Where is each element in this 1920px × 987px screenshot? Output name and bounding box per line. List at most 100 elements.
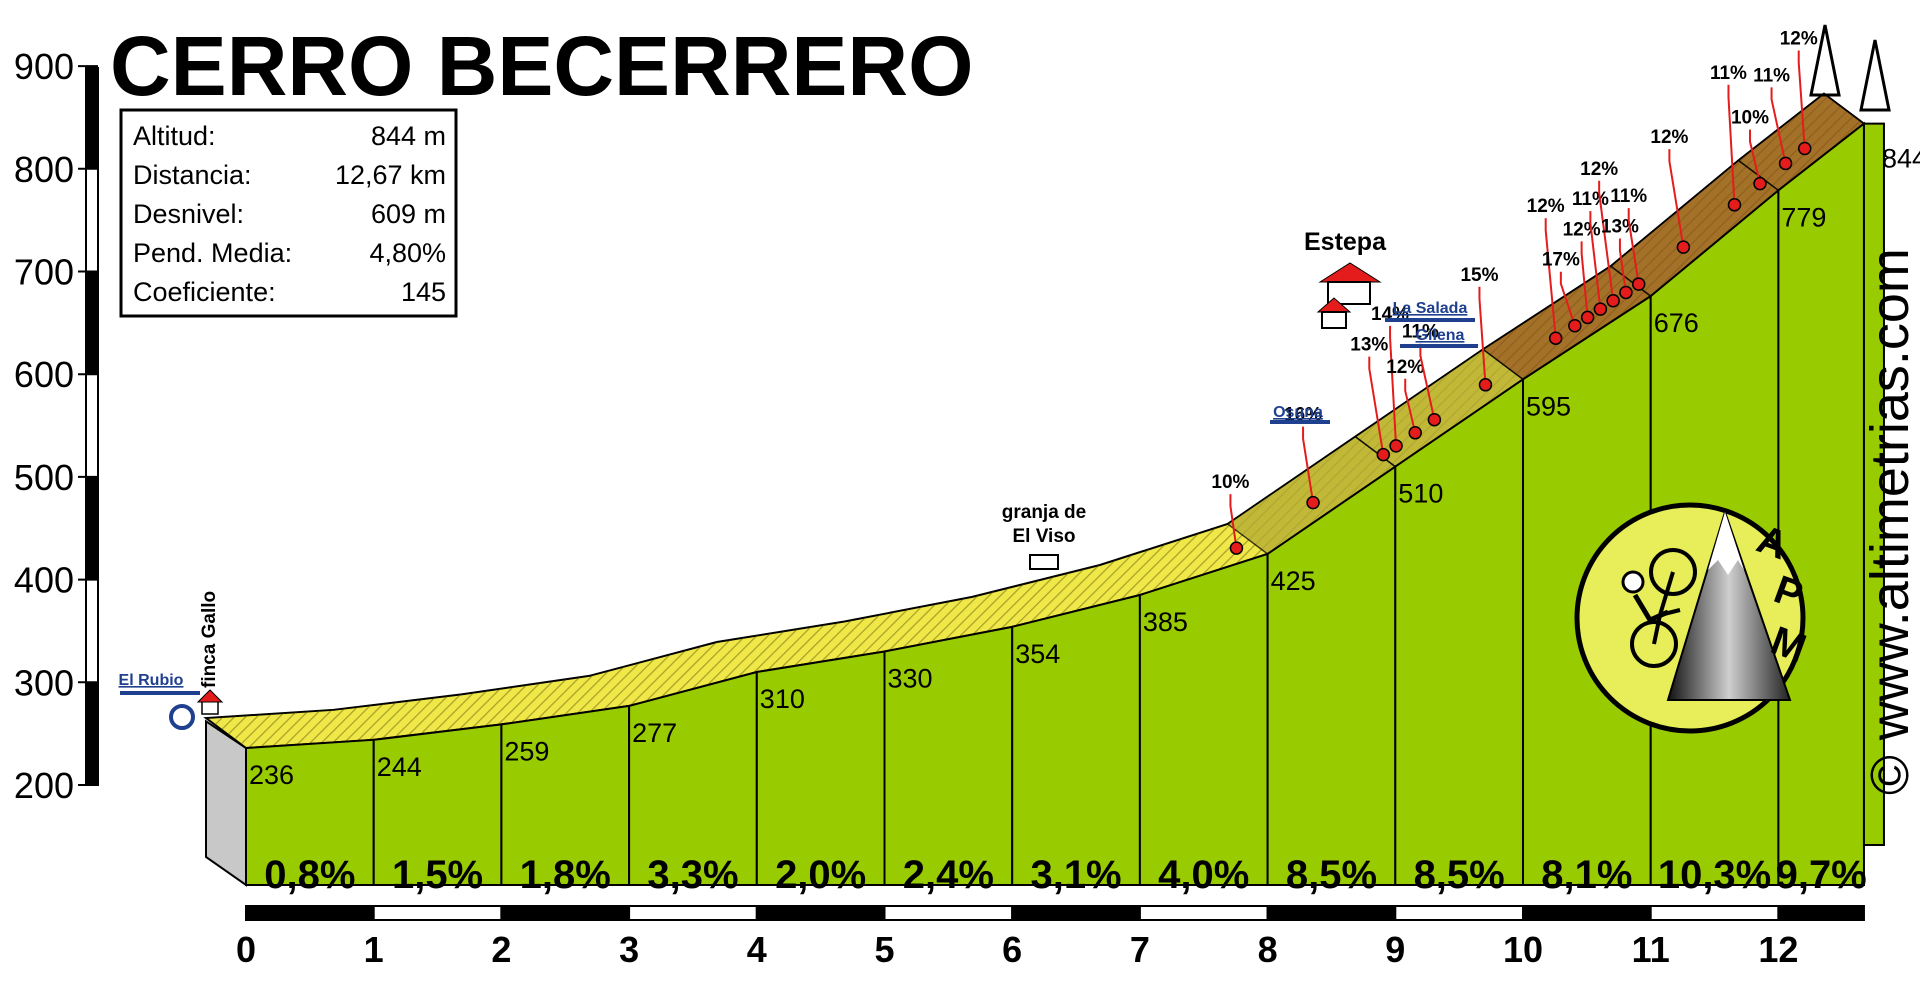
info-box: Altitud: 844 m Distancia: 12,67 km Desnivel:… — [119, 108, 458, 318]
ramp-dot — [1797, 141, 1812, 156]
y-axis: 200 300 400 500 600 700 800 900 — [14, 46, 99, 806]
elevation-label: 595 — [1526, 391, 1571, 421]
sign-la-salada: La Salada — [1393, 300, 1468, 317]
ramp-label: 10% — [1731, 108, 1769, 129]
x-axis-segment — [1011, 905, 1141, 921]
x-tick-label: 2 — [491, 929, 511, 970]
x-axis-segment — [372, 905, 503, 921]
x-tick-label: 9 — [1385, 929, 1405, 970]
ramp-callout-line — [1727, 84, 1736, 205]
ramp-callout-line — [1589, 211, 1602, 310]
y-tick-label: 700 — [14, 252, 74, 293]
info-value: 844 m — [371, 121, 446, 151]
profile-segment — [1394, 377, 1524, 886]
ramp-label: 12% — [1780, 28, 1818, 49]
gradient-label: 4,0% — [1158, 853, 1249, 897]
ramp-dot — [1631, 277, 1646, 291]
profile-segment — [1138, 552, 1269, 886]
ramp-callout-line — [1404, 378, 1417, 434]
ramp-callout-line — [1770, 87, 1787, 164]
gradient-label: 3,3% — [647, 853, 738, 897]
x-tick-label: 8 — [1258, 929, 1278, 970]
x-axis-segment — [1777, 905, 1865, 921]
x-tick-label: 6 — [1002, 929, 1022, 970]
gradient-label: 3,1% — [1030, 853, 1121, 897]
elevation-label: 354 — [1015, 639, 1060, 669]
y-axis-segment — [86, 66, 98, 169]
x-tick-label: 3 — [619, 929, 639, 970]
ramp-callout-line — [1544, 218, 1557, 339]
ramp-callout-line — [1797, 50, 1806, 149]
ramp-callout-line — [1302, 426, 1315, 503]
x-tick-label: 12 — [1758, 929, 1798, 970]
ramp-label: 11% — [1610, 186, 1647, 207]
y-tick-label: 900 — [14, 46, 74, 87]
y-axis-bar — [85, 67, 99, 786]
ramp-label: 11% — [1402, 322, 1439, 343]
copyright-text: © www.altimetrias.com — [1860, 248, 1920, 795]
ramp-callout-line — [1749, 129, 1761, 184]
ramp-label: 15% — [1460, 265, 1498, 286]
ramp-label: 13% — [1601, 216, 1639, 237]
profile-area: 236 2442592773103303543854255105956767798… — [119, 24, 1920, 970]
ramp-callout-line — [1598, 180, 1615, 301]
y-axis-segment — [86, 476, 98, 580]
x-axis-segment — [1266, 905, 1397, 921]
ramp-label: 12% — [1386, 357, 1424, 378]
x-axis-segment — [1649, 905, 1780, 921]
ramp-callout-line — [1618, 238, 1627, 293]
ramp-dot — [1548, 331, 1563, 345]
town-icon — [1327, 281, 1371, 305]
ramp-dot — [1376, 447, 1391, 462]
info-label: Coeficiente: — [133, 277, 276, 307]
x-tick-label: 11 — [1632, 929, 1670, 970]
gradient-label: 9,7% — [1776, 853, 1867, 897]
info-value: 12,67 km — [335, 160, 446, 190]
y-tick-label: 800 — [14, 149, 74, 190]
elevation-label: 330 — [888, 663, 933, 693]
ramp-callout-line — [1559, 271, 1576, 327]
gradient-label: 10,3% — [1658, 853, 1771, 897]
elevation-label: 385 — [1143, 607, 1188, 637]
ramp-dot — [1408, 426, 1422, 440]
ramp-dot — [1753, 176, 1767, 191]
roundabout-icon — [169, 704, 195, 730]
ramp-label: 11% — [1753, 65, 1790, 86]
elevation-label: 844 — [1882, 144, 1920, 174]
ramp-label: 13% — [1350, 335, 1388, 356]
x-axis-segment — [755, 905, 886, 921]
elevation-label: 259 — [504, 736, 549, 766]
x-tick-label: 10 — [1503, 929, 1543, 970]
profile-segment — [1777, 121, 1865, 886]
elevation-label: 510 — [1398, 479, 1443, 509]
elevation-label: 310 — [760, 684, 805, 714]
ramp-dot — [1306, 495, 1320, 510]
sign-osuna: Osuna — [1273, 404, 1323, 421]
elevation-label: 244 — [377, 752, 422, 782]
gradient-label: 2,0% — [775, 853, 866, 897]
x-axis-segment — [1394, 905, 1525, 921]
gradient-label: 1,8% — [520, 853, 611, 897]
info-value: 4,80% — [369, 238, 446, 268]
x-axis-segment — [1138, 905, 1269, 921]
info-value: 609 m — [371, 199, 446, 229]
ramp-dot — [1606, 294, 1620, 308]
x-tick-label: 4 — [747, 929, 767, 970]
gradient-label: 8,5% — [1414, 853, 1505, 897]
ramp-dot — [1568, 318, 1582, 333]
x-axis-segment — [883, 905, 1014, 921]
x-tick-label: 5 — [874, 929, 894, 970]
ramp-dot — [1676, 240, 1691, 254]
ramp-callout-line — [1627, 208, 1640, 285]
ramp-callout-line — [1580, 241, 1589, 318]
place-finca-gallo: finca Gallo — [199, 591, 220, 688]
house-roof-icon — [196, 689, 224, 703]
elevation-label: 676 — [1654, 308, 1699, 338]
y-axis-segment — [86, 271, 98, 375]
ramp-label: 12% — [1650, 127, 1688, 148]
x-tick-label: 1 — [364, 929, 384, 970]
ramp-dot — [1593, 302, 1608, 316]
apm-logo: APM — [1574, 502, 1812, 734]
